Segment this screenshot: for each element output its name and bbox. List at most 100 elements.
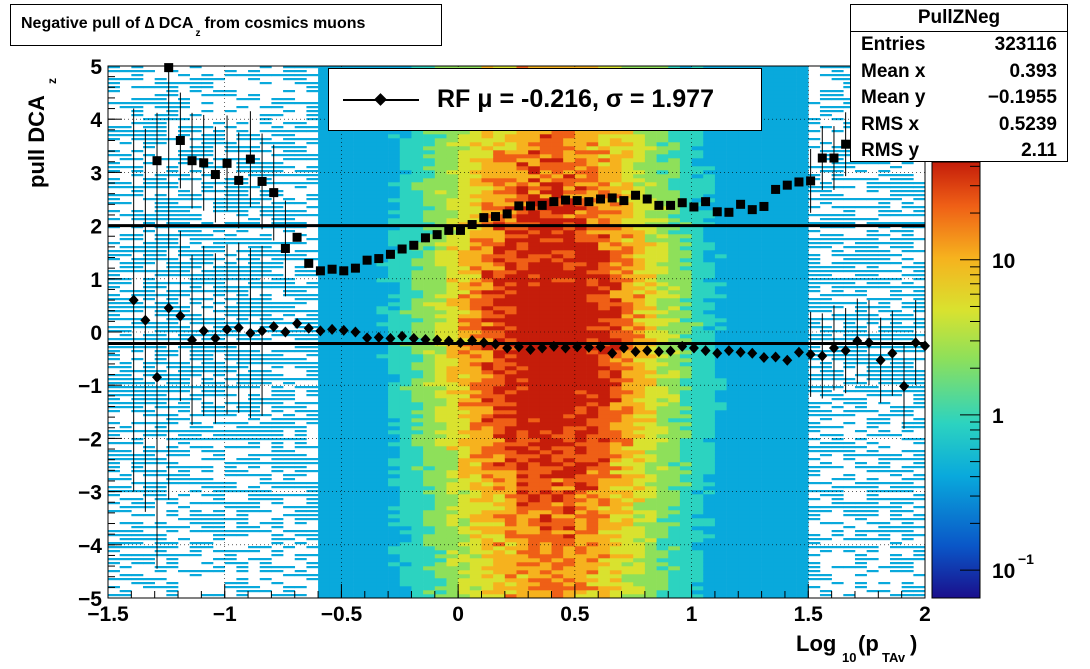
sigma-point xyxy=(678,198,687,207)
y-axis-title-sub: z xyxy=(45,78,59,84)
sigma-point xyxy=(829,154,838,163)
stats-value: 2.11 xyxy=(1021,138,1057,165)
z-tick-exponent: −1 xyxy=(1018,551,1034,567)
sigma-point xyxy=(689,202,698,211)
mean-point xyxy=(152,372,162,383)
sigma-point xyxy=(514,201,523,210)
stats-label: RMS y xyxy=(861,138,919,165)
legend-entry: RF μ = -0.216, σ = 1.977 xyxy=(437,85,714,114)
x-tick-label: 2 xyxy=(919,603,931,626)
sigma-point xyxy=(841,140,850,149)
sigma-point xyxy=(433,230,442,239)
stats-row: Mean x 0.393 xyxy=(851,59,1067,86)
stats-box: PullZNeg Entries 323116 Mean x 0.393 Mean … xyxy=(850,4,1068,162)
y-tick-label: 4 xyxy=(90,109,102,132)
x-axis-title-sub2: TAv xyxy=(882,650,906,664)
sigma-point xyxy=(584,197,593,206)
sigma-point xyxy=(176,136,185,145)
sigma-point xyxy=(269,188,278,197)
stats-row: Entries 323116 xyxy=(851,32,1067,59)
sigma-point xyxy=(748,205,757,214)
stats-label: Mean x xyxy=(861,59,925,86)
stats-row: RMS x 0.5239 xyxy=(851,112,1067,139)
stats-value: 323116 xyxy=(995,32,1057,59)
sigma-point xyxy=(666,201,675,210)
sigma-point xyxy=(374,254,383,263)
stats-value: 0.5239 xyxy=(999,112,1057,139)
sigma-point xyxy=(631,191,640,200)
y-tick-label: −3 xyxy=(78,482,102,505)
sigma-point xyxy=(713,207,722,216)
sigma-point xyxy=(491,212,500,221)
sigma-point xyxy=(444,226,453,235)
plot-title-prefix: Negative pull of ∆ DCA xyxy=(21,15,193,32)
sigma-point xyxy=(794,177,803,186)
sigma-point xyxy=(281,244,290,253)
stats-row: RMS y 2.11 xyxy=(851,138,1067,165)
z-tick-label: 10 xyxy=(992,560,1015,583)
y-tick-label: 3 xyxy=(90,162,102,185)
sigma-point xyxy=(223,159,232,168)
stats-row: Mean y−0.1955 xyxy=(851,85,1067,112)
sigma-point xyxy=(771,185,780,194)
sigma-point xyxy=(258,177,267,186)
sigma-point xyxy=(351,264,360,273)
sigma-point xyxy=(386,250,395,259)
stats-box-name: PullZNeg xyxy=(851,5,1067,32)
x-tick-label: −0.5 xyxy=(321,603,363,626)
y-axis-title: pull DCA z xyxy=(24,78,59,188)
stats-label: RMS x xyxy=(861,112,919,139)
sigma-point xyxy=(643,195,652,204)
sigma-point xyxy=(724,208,733,217)
plot-title-suffix: from cosmics muons xyxy=(204,15,365,32)
sigma-point xyxy=(806,176,815,185)
y-tick-label: 5 xyxy=(90,56,102,79)
plot-title: Negative pull of ∆ DCAz from cosmics muon… xyxy=(10,4,442,46)
sigma-point xyxy=(538,201,547,210)
x-axis-title-main: Log xyxy=(796,631,836,656)
sigma-point xyxy=(363,256,372,265)
sigma-point xyxy=(608,193,617,202)
z-tick-label: 1 xyxy=(992,405,1004,428)
sigma-point xyxy=(328,265,337,274)
sigma-point xyxy=(234,176,243,185)
stats-value: 0.393 xyxy=(1009,59,1057,86)
stats-label: Entries xyxy=(861,32,925,59)
sigma-point xyxy=(479,213,488,222)
sigma-point xyxy=(736,200,745,209)
x-axis-title-sub1: 10 xyxy=(842,650,856,664)
plot-title-sub: z xyxy=(195,28,200,39)
sigma-point xyxy=(573,196,582,205)
sigma-point xyxy=(456,226,465,235)
x-axis-title-mid: (p xyxy=(858,631,879,656)
legend-diamond-icon xyxy=(374,93,387,106)
sigma-point xyxy=(783,181,792,190)
sigma-point xyxy=(701,197,710,206)
sigma-point xyxy=(654,201,663,210)
sigma-point xyxy=(293,233,302,242)
mean-point xyxy=(887,348,897,359)
mean-point xyxy=(222,324,232,335)
x-tick-label: 1.5 xyxy=(794,603,824,626)
sigma-point xyxy=(503,209,512,218)
sigma-point xyxy=(421,233,430,242)
z-tick-label: 10 xyxy=(992,250,1015,273)
y-tick-label: −4 xyxy=(78,535,102,558)
mean-point xyxy=(245,328,255,339)
x-tick-label: −1 xyxy=(213,603,237,626)
sigma-point xyxy=(153,156,162,165)
sigma-point xyxy=(409,241,418,250)
sigma-point xyxy=(759,202,768,211)
y-tick-label: −2 xyxy=(78,428,102,451)
color-scale-bar xyxy=(932,162,980,598)
sigma-point xyxy=(561,196,570,205)
sigma-point xyxy=(188,156,197,165)
x-axis-title: Log 10 (p TAv ) xyxy=(796,631,917,664)
sigma-point xyxy=(316,266,325,275)
y-tick-label: 2 xyxy=(90,216,102,239)
sigma-point xyxy=(549,197,558,206)
sigma-point xyxy=(818,154,827,163)
y-tick-label: 0 xyxy=(90,322,102,345)
sigma-point xyxy=(304,259,313,268)
